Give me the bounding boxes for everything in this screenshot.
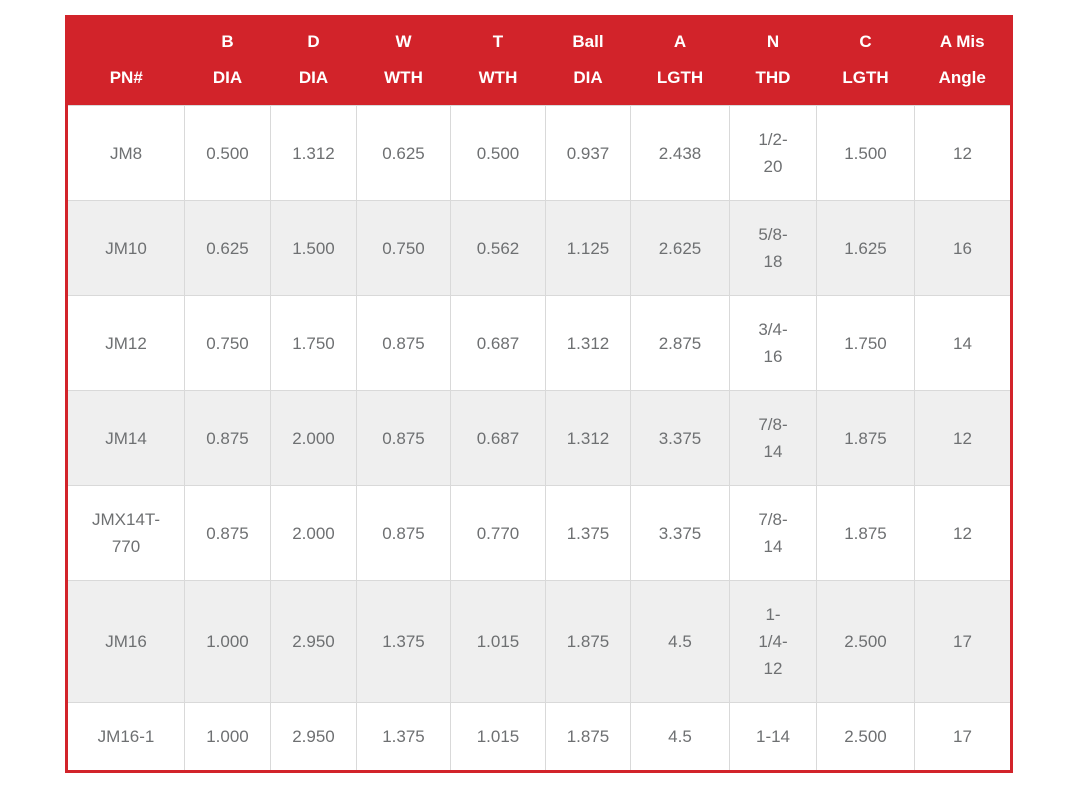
- part-number-cell: JM8: [66, 105, 185, 201]
- part-number-cell: JM16: [66, 580, 185, 703]
- table-cell: 2.000: [270, 485, 357, 581]
- table-cell: 0.687: [450, 295, 546, 391]
- column-header-c-lgth: C LGTH: [816, 16, 915, 106]
- table-cell: 2.438: [630, 105, 730, 201]
- table-cell: 1.875: [545, 580, 631, 703]
- table-cell: 0.687: [450, 390, 546, 486]
- table-cell: 1.875: [545, 702, 631, 772]
- table-header-row: PN# B DIA D DIA W WTH T WTH Ball DIA A L…: [66, 16, 1012, 106]
- table-cell: 17: [914, 702, 1012, 772]
- table-row: JM14 0.875 2.000 0.875 0.687 1.312 3.375 7/8- 1…: [66, 390, 1012, 486]
- table-cell: 1.312: [270, 105, 357, 201]
- column-header-a-lgth: A LGTH: [630, 16, 730, 106]
- table-cell: 0.625: [356, 105, 451, 201]
- table-row: JMX14T- 770 0.875 2.000 0.875 0.770 1.375 3.37…: [66, 485, 1012, 581]
- table-cell: 1-14: [729, 702, 817, 772]
- table-cell: 7/8- 14: [729, 485, 817, 581]
- table-cell: 4.5: [630, 580, 730, 703]
- column-header-a-mis-angle: A Mis Angle: [914, 16, 1012, 106]
- table-cell: 1.000: [184, 580, 271, 703]
- spec-table-container: PN# B DIA D DIA W WTH T WTH Ball DIA A L…: [65, 15, 1013, 773]
- part-number-cell: JM16-1: [66, 702, 185, 772]
- column-header-b-dia: B DIA: [184, 16, 271, 106]
- table-cell: 2.500: [816, 702, 915, 772]
- part-number-cell: JM12: [66, 295, 185, 391]
- table-row: JM16 1.000 2.950 1.375 1.015 1.875 4.5 1- 1/4- …: [66, 580, 1012, 703]
- table-cell: 1- 1/4- 12: [729, 580, 817, 703]
- table-cell: 0.770: [450, 485, 546, 581]
- column-header-n-thd: N THD: [729, 16, 817, 106]
- table-cell: 0.875: [184, 390, 271, 486]
- table-cell: 2.950: [270, 702, 357, 772]
- table-cell: 3/4- 16: [729, 295, 817, 391]
- table-cell: 1.500: [816, 105, 915, 201]
- table-cell: 1.750: [270, 295, 357, 391]
- table-cell: 2.500: [816, 580, 915, 703]
- table-row: JM10 0.625 1.500 0.750 0.562 1.125 2.625 5/8- 1…: [66, 200, 1012, 296]
- table-row: JM12 0.750 1.750 0.875 0.687 1.312 2.875 3/4- 1…: [66, 295, 1012, 391]
- table-cell: 1.312: [545, 295, 631, 391]
- table-cell: 1.375: [356, 702, 451, 772]
- table-cell: 14: [914, 295, 1012, 391]
- table-cell: 0.750: [356, 200, 451, 296]
- table-cell: 5/8- 18: [729, 200, 817, 296]
- table-cell: 0.875: [356, 390, 451, 486]
- table-cell: 1.015: [450, 702, 546, 772]
- column-header-d-dia: D DIA: [270, 16, 357, 106]
- table-cell: 7/8- 14: [729, 390, 817, 486]
- table-cell: 1.750: [816, 295, 915, 391]
- table-cell: 12: [914, 390, 1012, 486]
- table-cell: 12: [914, 105, 1012, 201]
- table-cell: 17: [914, 580, 1012, 703]
- table-body: JM8 0.500 1.312 0.625 0.500 0.937 2.438 1/2- 20…: [66, 105, 1012, 772]
- table-cell: 0.500: [450, 105, 546, 201]
- table-row: JM8 0.500 1.312 0.625 0.500 0.937 2.438 1/2- 20…: [66, 105, 1012, 201]
- table-cell: 2.875: [630, 295, 730, 391]
- table-cell: 0.625: [184, 200, 271, 296]
- part-number-cell: JMX14T- 770: [66, 485, 185, 581]
- part-number-cell: JM10: [66, 200, 185, 296]
- column-header-w-wth: W WTH: [356, 16, 451, 106]
- table-cell: 1.312: [545, 390, 631, 486]
- part-number-cell: JM14: [66, 390, 185, 486]
- table-cell: 0.875: [356, 295, 451, 391]
- table-row: JM16-1 1.000 2.950 1.375 1.015 1.875 4.5 1-14 2.…: [66, 702, 1012, 772]
- table-cell: 0.875: [356, 485, 451, 581]
- table-cell: 0.937: [545, 105, 631, 201]
- table-cell: 16: [914, 200, 1012, 296]
- table-cell: 1.500: [270, 200, 357, 296]
- table-cell: 3.375: [630, 390, 730, 486]
- table-cell: 0.500: [184, 105, 271, 201]
- column-header-ball-dia: Ball DIA: [545, 16, 631, 106]
- table-cell: 1.375: [356, 580, 451, 703]
- table-cell: 1.375: [545, 485, 631, 581]
- table-cell: 1.015: [450, 580, 546, 703]
- table-cell: 1/2- 20: [729, 105, 817, 201]
- table-cell: 1.000: [184, 702, 271, 772]
- table-cell: 1.625: [816, 200, 915, 296]
- column-header-pn: PN#: [66, 16, 185, 106]
- table-cell: 4.5: [630, 702, 730, 772]
- table-cell: 2.950: [270, 580, 357, 703]
- table-cell: 1.875: [816, 485, 915, 581]
- part-spec-table: PN# B DIA D DIA W WTH T WTH Ball DIA A L…: [65, 15, 1013, 773]
- table-cell: 2.625: [630, 200, 730, 296]
- table-cell: 0.875: [184, 485, 271, 581]
- table-cell: 0.562: [450, 200, 546, 296]
- table-cell: 3.375: [630, 485, 730, 581]
- table-cell: 12: [914, 485, 1012, 581]
- table-header: PN# B DIA D DIA W WTH T WTH Ball DIA A L…: [66, 16, 1012, 106]
- table-cell: 0.750: [184, 295, 271, 391]
- table-cell: 1.125: [545, 200, 631, 296]
- table-cell: 1.875: [816, 390, 915, 486]
- table-cell: 2.000: [270, 390, 357, 486]
- column-header-t-wth: T WTH: [450, 16, 546, 106]
